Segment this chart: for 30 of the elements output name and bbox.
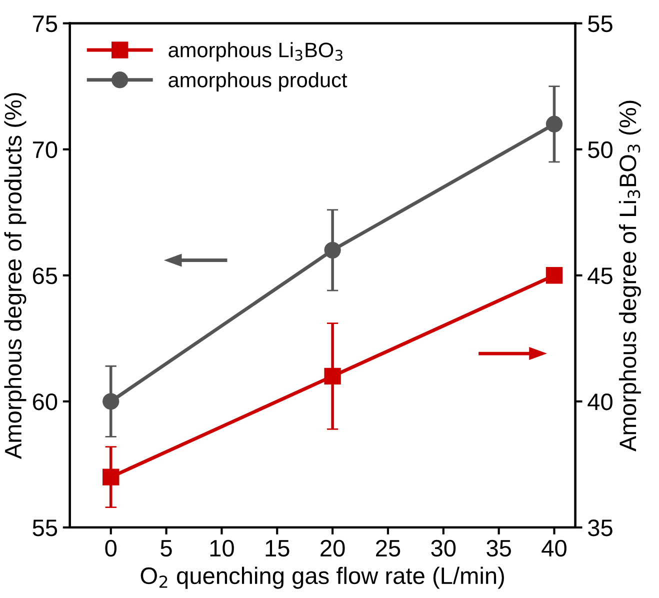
y-tick-label: 55 — [32, 520, 58, 536]
legend-label: amorphous Li$_{3}$BO$_{3}$ — [168, 42, 342, 62]
y-tick-label: 70 — [33, 141, 58, 158]
x-tick-label: 30 — [431, 540, 456, 557]
point — [102, 393, 120, 410]
x-tick-label: 40 — [542, 540, 566, 557]
y2-tick-label: 50 — [588, 141, 612, 158]
y2-tick-label: 45 — [588, 268, 612, 284]
y-tick-label: 75 — [33, 16, 58, 32]
point — [324, 242, 341, 259]
y-axis-title: Amorphous degree of products (%) — [4, 93, 26, 460]
y2-tick-label: 55 — [588, 16, 612, 32]
x-tick-label: 35 — [486, 540, 511, 557]
legend-label: amorphous product — [168, 72, 348, 92]
y-tick-label: 60 — [32, 393, 58, 410]
y2-tick-label: 40 — [588, 393, 612, 410]
y2-axis-title: Amorphous degree of Li$_{3}$BO$_{3}$ (%) — [618, 100, 641, 452]
point — [324, 368, 341, 385]
y-tick-label: 65 — [32, 267, 58, 284]
point — [102, 468, 120, 486]
x-tick-label: 20 — [320, 540, 345, 557]
point — [546, 116, 563, 132]
x-tick-label: 5 — [160, 540, 172, 557]
x-tick-label: 25 — [376, 540, 400, 557]
point — [546, 267, 563, 284]
x-axis-title: O$_{2}$ quenching gas flow rate (L/min) — [140, 566, 504, 589]
x-tick-label: 0 — [105, 540, 117, 557]
x-tick-label: 15 — [266, 540, 290, 557]
x-tick-label: 10 — [210, 540, 234, 557]
y2-tick-label: 35 — [588, 520, 612, 536]
